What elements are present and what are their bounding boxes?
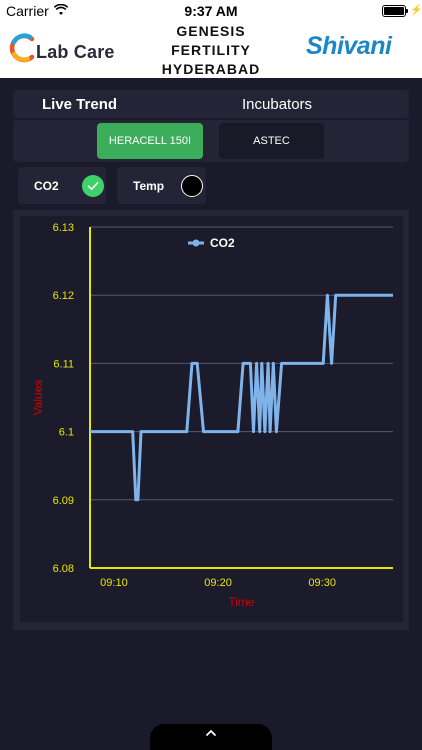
tab-live-trend[interactable]: Live Trend <box>42 96 118 113</box>
x-tick-label: 09:10 <box>100 577 128 589</box>
x-axis-title: Time <box>228 595 255 609</box>
y-tick-label: 6.09 <box>53 495 74 507</box>
chart-area: 6.13 6.12 6.11 6.1 6.09 6.08 09:10 09:20 09:30 Va… <box>20 216 403 622</box>
device-heracell-button[interactable]: HERACELL 150I <box>97 123 203 159</box>
charging-icon: ⚡ <box>410 5 422 16</box>
lab-care-c-icon <box>9 33 35 63</box>
co2-toggle[interactable]: CO2 <box>18 167 106 204</box>
chart-panel: 6.13 6.12 6.11 6.1 6.09 6.08 09:10 09:20 09:30 Va… <box>13 210 409 630</box>
legend-co2-label: CO2 <box>210 236 235 250</box>
co2-series-line <box>90 293 393 502</box>
chevron-up-icon[interactable] <box>204 728 218 738</box>
device-astec-button[interactable]: ASTEC <box>219 123 324 159</box>
hospital-name: GENESIS FERTILITY HYDERABAD <box>130 22 292 79</box>
carrier-label: Carrier <box>6 3 49 19</box>
battery-tip <box>406 9 408 13</box>
legend-co2-marker <box>192 239 200 247</box>
shivani-logo: Shivani <box>306 32 392 60</box>
battery-icon <box>382 5 406 17</box>
lab-care-logo-text: Lab Care <box>36 42 115 62</box>
hospital-name-line: HYDERABAD <box>161 61 261 77</box>
x-tick-label: 09:30 <box>308 577 336 589</box>
y-tick-label: 6.13 <box>53 222 74 234</box>
co2-label: CO2 <box>34 179 59 193</box>
x-tick-label: 09:20 <box>204 577 232 589</box>
radio-unchecked-icon[interactable] <box>181 175 203 197</box>
temp-toggle[interactable]: Temp <box>117 167 206 204</box>
lab-care-logo: Lab Care <box>8 30 120 70</box>
y-tick-label: 6.08 <box>53 563 74 575</box>
tab-incubators[interactable]: Incubators <box>242 96 313 113</box>
hospital-name-line: GENESIS <box>176 23 246 39</box>
app-header: Lab Care GENESIS FERTILITY HYDERABAD Shi… <box>0 22 422 78</box>
co2-trend-chart: 6.13 6.12 6.11 6.1 6.09 6.08 09:10 09:20 09:30 Va… <box>31 222 393 609</box>
status-bar: Carrier 9:37 AM ⚡ <box>0 0 422 22</box>
temp-label: Temp <box>133 179 165 193</box>
bottom-sheet-handle[interactable] <box>150 724 272 750</box>
y-axis-title: Values <box>31 380 45 416</box>
y-tick-label: 6.12 <box>53 290 74 302</box>
wifi-icon <box>54 4 68 15</box>
checkmark-icon[interactable] <box>82 175 104 197</box>
y-tick-label: 6.11 <box>53 358 74 370</box>
device-selector: HERACELL 150I ASTEC <box>13 120 409 162</box>
hospital-name-line: FERTILITY <box>171 42 251 58</box>
tab-bar: Live Trend Incubators <box>13 90 409 118</box>
y-tick-label: 6.1 <box>59 427 74 439</box>
clock: 9:37 AM <box>184 3 238 19</box>
